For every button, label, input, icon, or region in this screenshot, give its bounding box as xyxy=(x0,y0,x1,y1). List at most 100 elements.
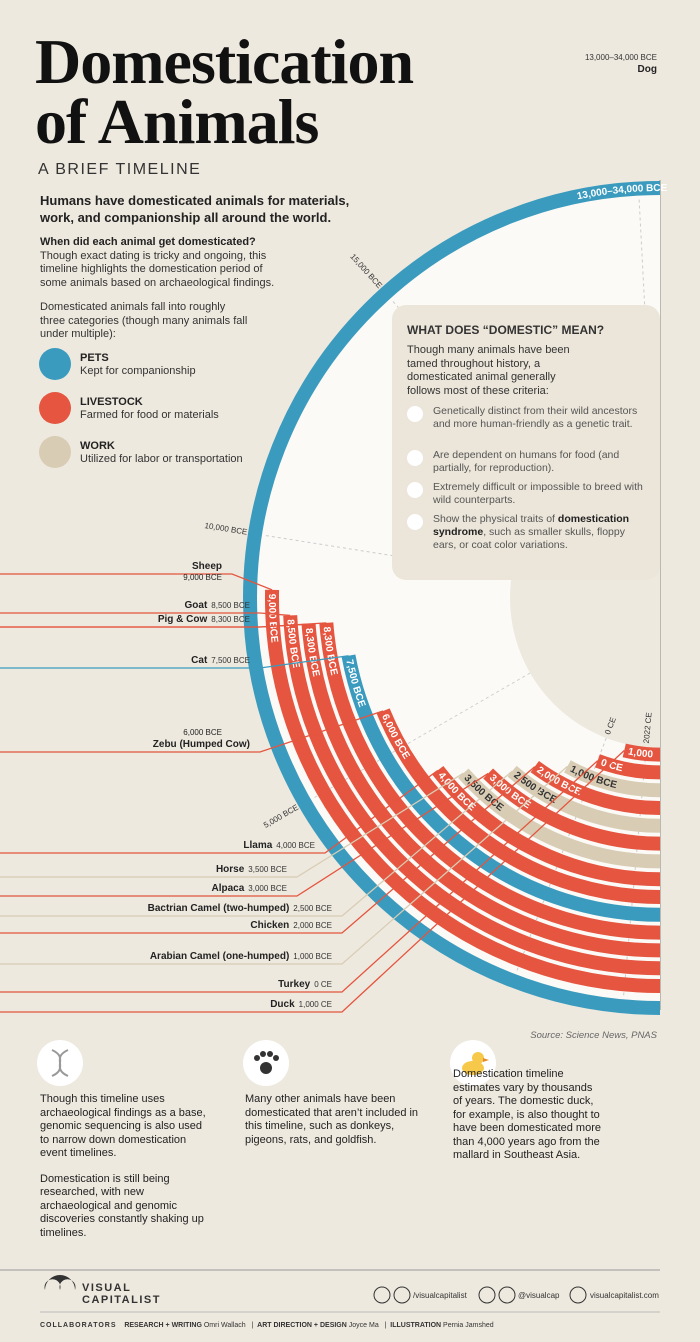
credit-name: Pernia Jamshed xyxy=(443,1322,494,1329)
animal-date: 8,500 BCE xyxy=(211,601,250,610)
link[interactable]: /visualcapitalist xyxy=(413,1291,467,1300)
animal-date: 6,000 BCE xyxy=(183,728,222,737)
animal-name: Horse xyxy=(215,864,245,875)
credit-role: ART DIRECTION + DESIGN xyxy=(257,1322,347,1329)
brand-line: VISUAL xyxy=(82,1282,132,1294)
animal-band xyxy=(265,589,661,993)
animal-band xyxy=(622,743,661,762)
animal-band xyxy=(458,768,661,869)
row-line xyxy=(0,622,327,628)
dog-band xyxy=(242,181,661,1015)
row-line xyxy=(0,766,536,934)
link[interactable]: visualcapitalist.com xyxy=(590,1291,659,1300)
row-line xyxy=(0,769,439,854)
criterion-icon xyxy=(407,406,423,422)
animal-row: Bactrian Camel (two-humped) 2,500 BCE xyxy=(148,903,332,914)
animal-date: 8,300 BCE xyxy=(211,615,250,624)
question-block: When did each animal get domesticated? T… xyxy=(40,236,290,290)
category-icon xyxy=(39,392,71,424)
categories-intro: Domesticated animals fall into roughly t… xyxy=(40,301,248,340)
criterion-icon xyxy=(407,514,423,530)
category-icon xyxy=(39,436,71,468)
criterion: Are dependent on humans for food (and pa… xyxy=(433,449,648,475)
criterion-text: Genetically distinct from their wild anc… xyxy=(433,405,638,430)
animal-name: Pig & Cow xyxy=(157,614,208,625)
collaborators-label: COLLABORATORS xyxy=(40,1322,117,1329)
link[interactable]: @visualcap xyxy=(518,1291,560,1300)
note-paragraph: Though this timeline uses archaeological… xyxy=(40,1093,206,1159)
animal-name: Alpaca xyxy=(211,883,245,894)
category-name: LIVESTOCK xyxy=(80,396,143,408)
animal-date: 9,000 BCE xyxy=(183,573,222,582)
credit-name: Omri Wallach xyxy=(203,1322,246,1329)
dial-label: 2022 CE xyxy=(642,712,654,744)
criterion-text: domestication syndrome xyxy=(433,513,630,538)
animal-band xyxy=(301,623,661,958)
category-name: WORK xyxy=(80,440,115,452)
animal-date: 4,000 BCE xyxy=(276,841,315,850)
band-label-text: 1,000 xyxy=(627,746,654,760)
dog-name: Dog xyxy=(637,64,657,75)
animal-name: Cat xyxy=(191,655,208,666)
animal-band xyxy=(507,765,661,833)
category-name: PETS xyxy=(80,352,109,364)
animal-date: 3,000 BCE xyxy=(248,884,287,893)
row-line xyxy=(0,573,273,591)
category-description: Kept for companionship xyxy=(80,365,196,377)
credit-name: Joyce Ma xyxy=(348,1322,379,1329)
animal-row: Alpaca 3,000 BCE xyxy=(212,883,288,894)
lead: Humans have domesticated animals for mat… xyxy=(40,193,350,225)
sidebar: WHAT DOES “DOMESTIC” MEAN? Though many a… xyxy=(392,305,660,580)
sidebar-intro: Though many animals have been tamed thro… xyxy=(407,344,570,397)
animal-band xyxy=(564,760,661,798)
category-icon xyxy=(39,348,71,380)
subtitle: A BRIEF TIMELINE xyxy=(38,161,202,178)
title-line: Domestication xyxy=(35,26,414,97)
animal-row: Horse 3,500 BCE xyxy=(216,864,287,875)
animal-row: Cat 7,500 BCE xyxy=(191,655,250,666)
note-icons xyxy=(37,1040,496,1086)
criterion: Genetically distinct from their wild anc… xyxy=(433,405,648,431)
animal-band xyxy=(594,754,661,780)
question-text: Though exact dating is tricky and ongoin… xyxy=(40,249,275,289)
dial-label: 15,000 BCE xyxy=(348,252,384,290)
animal-row: Pig & Cow 8,300 BCE xyxy=(158,614,250,625)
animal-row: Duck 1,000 CE xyxy=(270,999,332,1010)
animal-name: Bactrian Camel (two-humped) xyxy=(147,903,290,914)
animal-band xyxy=(530,760,661,815)
animal-band xyxy=(483,768,661,851)
criterion-text: Are dependent on humans for food (and pa… xyxy=(433,449,620,474)
animal-row: Arabian Camel (one-humped) 1,000 BCE xyxy=(150,951,332,962)
band-label-text: 9,000 BCE xyxy=(266,594,280,644)
animal-name: Goat xyxy=(184,600,208,611)
row-line xyxy=(0,760,598,993)
animal-band xyxy=(319,622,661,940)
animal-row: Goat 8,500 BCE xyxy=(185,600,250,611)
animal-name: Duck xyxy=(270,999,295,1010)
note-paragraph: Many other animals have been domesticate… xyxy=(245,1093,419,1146)
animal-date: 1,000 BCE xyxy=(293,952,332,961)
source: Source: Science News, PNAS xyxy=(530,1030,657,1041)
dial-label: 10,000 BCE xyxy=(204,521,248,537)
animal-date: 2,500 BCE xyxy=(293,904,332,913)
credit-role: RESEARCH + WRITING xyxy=(124,1322,202,1329)
brand-line: CAPITALIST xyxy=(82,1294,161,1306)
animal-date: 1,000 CE xyxy=(298,1000,332,1009)
animal-row: Llama 4,000 BCE xyxy=(243,840,315,851)
note-paragraph: Domestication timeline estimates vary by… xyxy=(453,1068,601,1161)
band-label: 9,000 BCE xyxy=(266,594,280,644)
animal-name: Llama xyxy=(243,840,273,851)
animal-name: Zebu (Humped Cow) xyxy=(152,739,250,750)
animal-date: 3,500 BCE xyxy=(248,865,287,874)
animal-name: Arabian Camel (one-humped) xyxy=(149,951,290,962)
credit-role: ILLUSTRATION xyxy=(390,1322,442,1329)
row-line xyxy=(0,765,568,965)
dial-label: 5,000 BCE xyxy=(262,803,300,830)
criterion: Show the physical traits of domesticatio… xyxy=(433,513,648,552)
row-line xyxy=(0,772,464,878)
criterion-icon xyxy=(407,482,423,498)
animal-date: 2,000 BCE xyxy=(293,921,332,930)
animal-row: Turkey 0 CE xyxy=(278,979,332,990)
category-description: Farmed for food or materials xyxy=(80,409,219,421)
animal-band xyxy=(376,708,661,904)
